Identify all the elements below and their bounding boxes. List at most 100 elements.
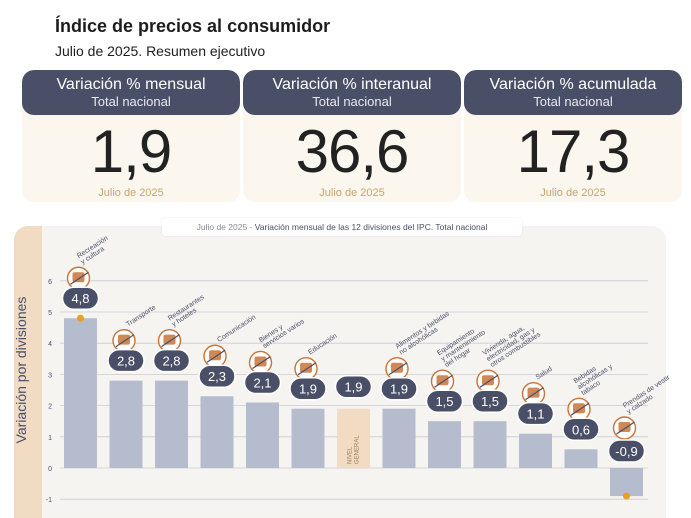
data-label: 1,5 — [481, 394, 499, 409]
card-header: Variación % acumulada Total nacional — [464, 70, 682, 115]
y-tick-label: -1 — [46, 497, 52, 504]
icon-glyph — [72, 272, 85, 283]
value-bubble — [562, 417, 600, 442]
icon-stroke — [206, 349, 226, 363]
card-title: Variación % acumulada — [489, 76, 657, 93]
card-date: Julio de 2025 — [319, 187, 385, 199]
value-bubble — [152, 348, 191, 373]
card-subtitle: Total nacional — [91, 94, 171, 109]
card-value: 36,6 — [295, 118, 410, 185]
card-subtitle: Total nacional — [533, 94, 613, 109]
bar — [564, 449, 598, 468]
data-label: 2,1 — [253, 375, 271, 390]
icon-stroke — [252, 355, 271, 369]
icon-stroke — [70, 271, 89, 285]
value-bubble — [471, 389, 509, 413]
card-subtitle: Total nacional — [312, 94, 392, 109]
data-label: 1,5 — [435, 394, 453, 409]
data-label: 0,6 — [572, 422, 590, 437]
icon-glyph — [254, 356, 267, 367]
icon-stroke — [115, 334, 135, 348]
page-subtitle: Julio de 2025. Resumen ejecutivo — [55, 43, 266, 59]
bar — [200, 396, 234, 468]
y-tick-label: 6 — [48, 279, 52, 286]
icon-stroke — [161, 334, 180, 348]
bar — [337, 408, 370, 468]
category-label: Transporte — [125, 304, 157, 328]
category-label: NIVELGENERAL — [348, 435, 361, 464]
icon-glyph — [118, 334, 130, 345]
icon-glyph — [163, 334, 176, 345]
bar — [291, 408, 325, 468]
card-monthly: Variación % mensual Total nacional 1,9 J… — [22, 70, 240, 202]
y-tick-label: 2 — [48, 404, 52, 411]
value-bubble — [380, 376, 418, 401]
icon-stroke — [616, 421, 635, 435]
icon-stroke — [297, 362, 317, 376]
value-bubble — [516, 401, 555, 426]
data-label: 1,9 — [299, 382, 317, 397]
value-bubble — [107, 348, 145, 373]
bar-end-dot — [623, 492, 630, 500]
category-label: Comunicación — [216, 314, 257, 344]
icon-stroke — [434, 374, 453, 388]
data-label: 1,9 — [390, 382, 408, 397]
value-bubble — [334, 374, 373, 399]
y-tick-label: 1 — [48, 435, 52, 442]
icon-stroke — [570, 402, 590, 416]
data-label: 1,9 — [344, 380, 362, 395]
bar — [473, 421, 507, 468]
category-label: Equipamientoy mantenimientodel hogar — [436, 323, 491, 369]
y-tick-label: 5 — [48, 310, 52, 317]
card-accumulated: Variación % acumulada Total nacional 17,… — [464, 70, 682, 202]
icon-stroke — [479, 374, 499, 388]
chart-caption-separator: - — [247, 222, 255, 232]
card-title: Variación % mensual — [56, 76, 206, 93]
category-label: Salud — [535, 366, 554, 382]
category-label: Educación — [307, 333, 338, 357]
icon-glyph — [391, 362, 403, 373]
icon-glyph — [618, 422, 631, 432]
y-tick-label: 4 — [48, 341, 52, 348]
data-label: 2,3 — [208, 369, 226, 384]
chart-caption-text: Variación mensual de las 12 divisiones d… — [254, 222, 488, 232]
bar — [109, 380, 143, 468]
chart-caption: Julio de 2025 - Variación mensual de las… — [162, 218, 522, 236]
data-label: 4,8 — [71, 291, 89, 306]
value-bubble — [61, 286, 100, 310]
category-label: Recreacióny cultura — [76, 235, 113, 266]
bar — [428, 421, 461, 468]
bar-end-dot — [77, 314, 84, 322]
value-bubble — [243, 370, 282, 395]
bar — [382, 408, 416, 468]
value-bubble — [289, 376, 327, 401]
icon-glyph — [482, 375, 494, 386]
category-label: Vivienda, agua,electricidad, gas yotros … — [482, 319, 543, 369]
value-bubble — [425, 389, 464, 413]
card-annual: Variación % interanual Total nacional 36… — [243, 70, 461, 202]
icon-glyph — [573, 403, 585, 414]
category-label: Restaurantesy hoteles — [167, 294, 210, 329]
y-tick-label: 3 — [48, 372, 52, 379]
category-label: Bienes yservicios varios — [258, 312, 306, 350]
data-label: 2,8 — [162, 354, 180, 369]
card-date: Julio de 2025 — [98, 187, 164, 199]
category-label: Bebidasalcohólicas ytabaco — [573, 357, 618, 397]
bar — [519, 433, 552, 468]
bar — [64, 318, 97, 468]
icon-stroke — [525, 387, 544, 401]
page-title: Índice de precios al consumidor — [55, 16, 331, 36]
card-title: Variación % interanual — [272, 76, 432, 93]
card-header: Variación % interanual Total nacional — [243, 70, 461, 115]
y-tick-label: 0 — [48, 466, 52, 473]
data-label: -0,9 — [615, 444, 637, 459]
bar — [610, 468, 643, 497]
value-bubble — [198, 364, 236, 388]
card-date: Julio de 2025 — [540, 187, 606, 199]
data-label: 2,8 — [117, 354, 135, 369]
value-bubble — [607, 439, 646, 463]
data-label: 1,1 — [526, 407, 544, 422]
card-header: Variación % mensual Total nacional — [22, 70, 240, 115]
card-value: 1,9 — [90, 118, 172, 185]
